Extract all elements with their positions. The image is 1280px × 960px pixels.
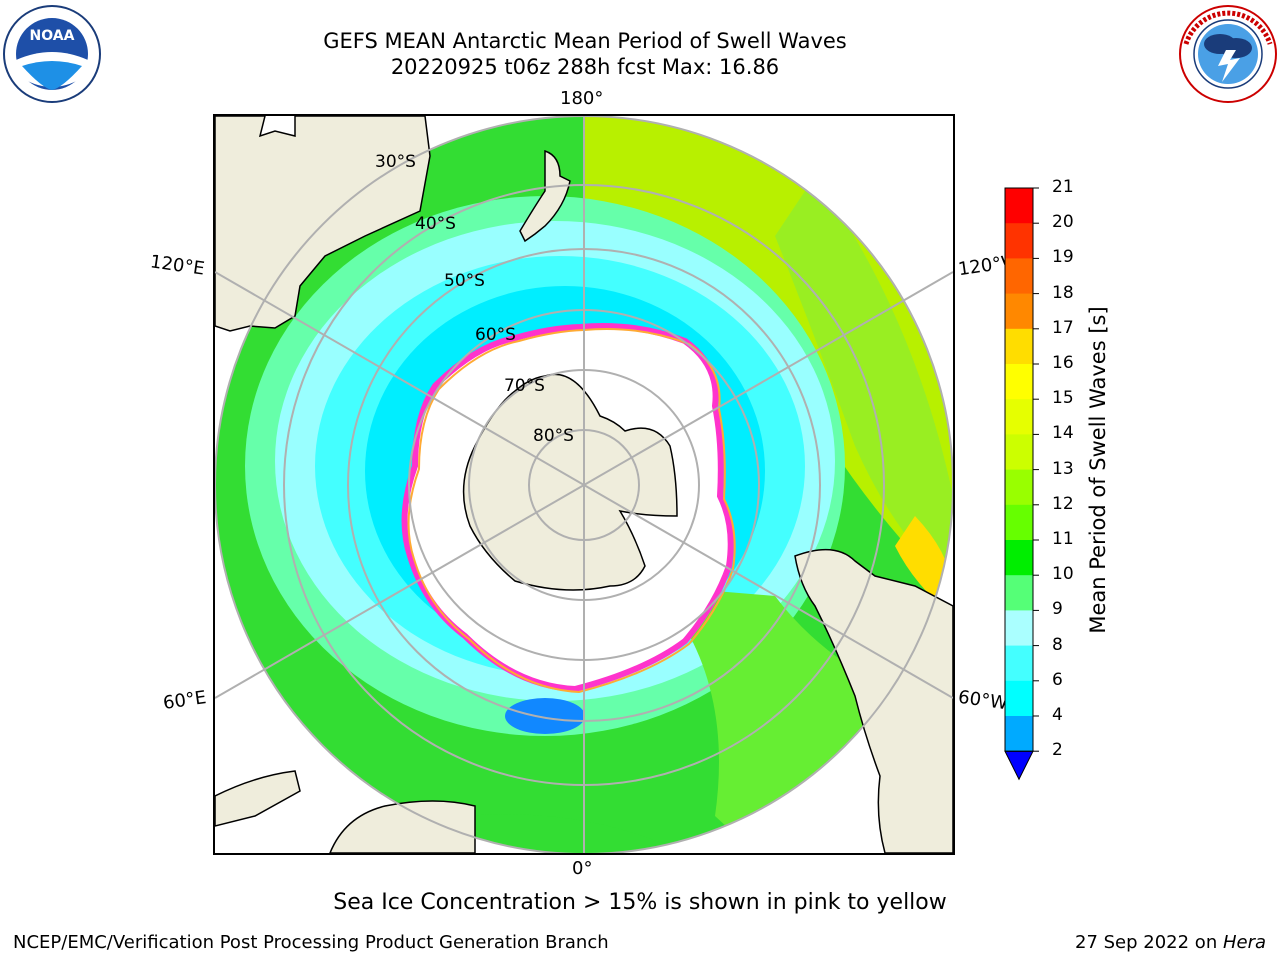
plot-subtitle: 20220925 t06z 288h fcst Max: 16.86 [390, 55, 780, 79]
plot-title: GEFS MEAN Antarctic Mean Period of Swell… [323, 29, 847, 53]
lat-label-80s: 80°S [533, 426, 574, 446]
southern-africa-land [329, 800, 476, 853]
colorbar-tick-label: 12 [1052, 493, 1074, 514]
colorbar-segment [1005, 645, 1033, 682]
noaa-logo-text: NOAA [30, 28, 75, 44]
sea-ice-note: Sea Ice Concentration > 15% is shown in … [333, 890, 947, 915]
lat-label-60s: 60°S [475, 325, 516, 345]
colorbar-segment [1005, 610, 1033, 647]
colorbar-tick-label: 8 [1052, 634, 1063, 655]
colorbar-tick-label: 16 [1052, 353, 1074, 373]
colorbar-segment [1005, 575, 1033, 611]
lat-label-30s: 30°S [375, 152, 416, 172]
graticule [215, 116, 953, 853]
colorbar-segment [1005, 469, 1033, 506]
footer-host: Hera [1222, 932, 1266, 953]
colorbar-label: Mean Period of Swell Waves [s] [1086, 306, 1110, 634]
colorbar-tick-label: 6 [1052, 669, 1063, 690]
colorbar-tick-label: 11 [1052, 529, 1074, 549]
colorbar-tick-label: 19 [1052, 247, 1074, 268]
footer-credit: NCEP/EMC/Verification Post Processing Pr… [13, 932, 609, 953]
colorbar-tick-label: 21 [1052, 177, 1074, 197]
new-zealand-land [519, 149, 571, 243]
colorbar-tick-label: 13 [1052, 458, 1074, 479]
colorbar-segment [1005, 293, 1033, 330]
colorbar-segment [1005, 223, 1033, 259]
colorbar-tick-label: 14 [1052, 423, 1074, 444]
colorbar-extend-arrow [1004, 750, 1034, 781]
national-weather-service-logo-icon [1178, 4, 1278, 108]
colorbar-segment [1005, 258, 1033, 295]
noaa-logo-icon: NOAA [2, 4, 102, 108]
colorbar-tick-label: 4 [1052, 705, 1063, 725]
lon-label-120e: 120°E [148, 251, 206, 280]
colorbar-tick-label: 18 [1052, 282, 1074, 303]
footer-timestamp: 27 Sep 2022 on Hera [1075, 932, 1266, 953]
lat-label-70s: 70°S [504, 376, 545, 396]
colorbar-segment [1005, 399, 1033, 435]
colorbar-tick-label: 20 [1052, 212, 1074, 233]
colorbar [1004, 187, 1039, 781]
colorbar-segment [1005, 504, 1033, 541]
polar-map: 30°S 40°S 50°S 60°S 70°S 80°S [213, 114, 955, 855]
colorbar-segment [1005, 328, 1033, 365]
lon-label-180: 180° [560, 88, 604, 109]
map-canvas [215, 116, 953, 853]
colorbar-segment [1005, 364, 1033, 400]
colorbar-segment [1005, 680, 1033, 717]
colorbar-segment [1005, 540, 1033, 576]
colorbar-tick-label: 17 [1052, 317, 1074, 338]
lat-label-50s: 50°S [444, 271, 485, 291]
colorbar-segment [1005, 434, 1033, 471]
south-america-land [794, 548, 953, 853]
colorbar-segment [1005, 188, 1033, 224]
colorbar-segment [1005, 716, 1033, 752]
lat-label-40s: 40°S [415, 214, 456, 234]
footer-date: 27 Sep 2022 on [1075, 932, 1223, 953]
lon-label-60e: 60°E [161, 687, 208, 714]
colorbar-tick-label: 10 [1052, 564, 1074, 585]
colorbar-tick-label: 15 [1052, 388, 1074, 409]
colorbar-tick-label: 2 [1052, 740, 1063, 761]
colorbar-tick-label: 9 [1052, 599, 1063, 620]
lon-label-0: 0° [572, 858, 593, 879]
africa-land [215, 770, 301, 827]
